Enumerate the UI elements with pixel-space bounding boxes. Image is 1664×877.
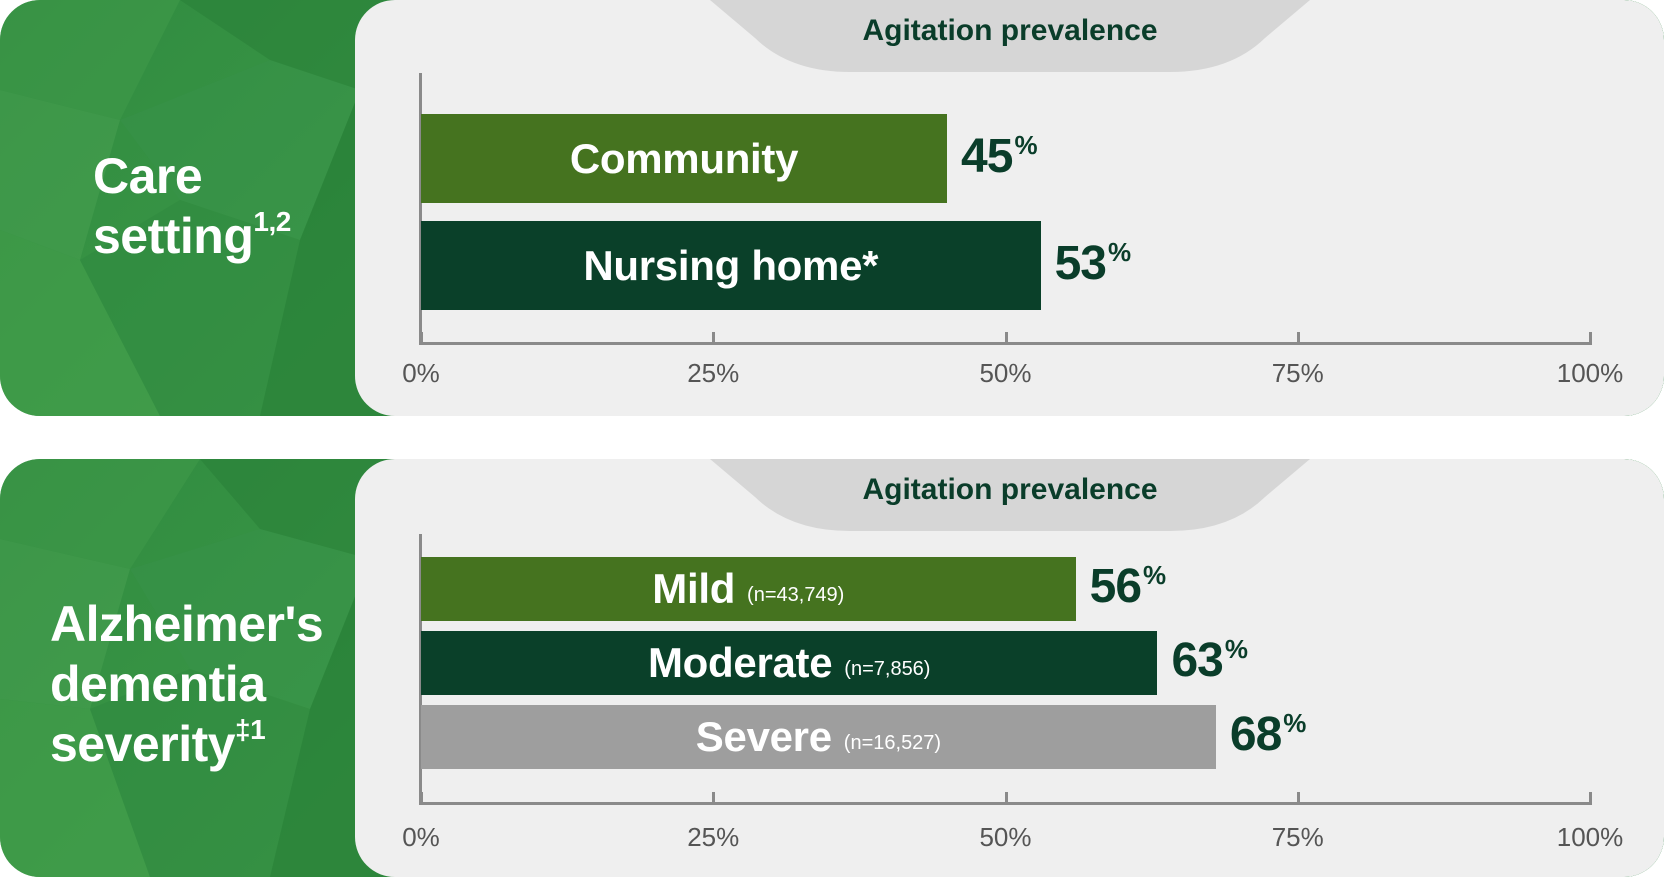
x-tick	[712, 332, 716, 344]
bar-category-label: Nursing home*	[583, 241, 879, 289]
percent-sign: %	[1014, 129, 1037, 160]
x-tick-label: 25%	[687, 822, 740, 852]
bar-value-label: 45%	[961, 129, 1038, 183]
bar-sample-size: (n=43,749)	[747, 583, 845, 606]
chart-title: Agitation prevalence	[862, 473, 1158, 506]
bar-sample-size: (n=16,527)	[843, 731, 942, 754]
row-label-footnote: 1,2	[253, 206, 291, 237]
bar: Nursing home*	[421, 221, 1041, 310]
bar-category-label: Mild	[652, 565, 736, 612]
x-tick	[1296, 332, 1300, 344]
row-label-line-2: setting	[93, 208, 254, 264]
x-tick	[1589, 792, 1592, 804]
bar-sample-size: (n=7,856)	[844, 657, 931, 680]
row-label-footnote: ‡1	[235, 714, 266, 745]
row-label-line-1: Alzheimer's	[50, 596, 324, 652]
chart-card-care-setting	[355, 0, 1664, 416]
bar-value-label: 63%	[1171, 634, 1248, 687]
percent-sign: %	[1107, 236, 1131, 267]
x-tick-label: 0%	[402, 822, 440, 852]
y-axis-line	[419, 73, 422, 345]
x-tick-label: 25%	[687, 358, 740, 388]
x-tick	[1004, 332, 1008, 344]
row-label-line-2: dementia	[50, 656, 266, 712]
x-tick	[1589, 332, 1592, 344]
y-axis-line	[419, 534, 422, 805]
bar: Severe (n=16,527)	[421, 705, 1216, 769]
percent-sign: %	[1143, 560, 1166, 590]
bar: Moderate (n=7,856)	[421, 631, 1158, 695]
bar-category-label: Severe	[695, 713, 832, 760]
x-tick	[712, 792, 716, 804]
x-tick-label: 75%	[1271, 822, 1324, 852]
care-setting-panel: Care setting1,2 Agitation prevalence 0% 2…	[0, 0, 1664, 416]
bar: Mild (n=43,749)	[421, 557, 1076, 621]
x-tick	[420, 792, 423, 804]
x-tick-label: 75%	[1271, 358, 1324, 388]
row-label-line-3: severity	[50, 716, 236, 772]
bar-value-label: 53%	[1054, 236, 1132, 290]
x-tick-label: 100%	[1556, 358, 1624, 388]
bar-value-label: 56%	[1089, 560, 1167, 613]
bar-category-label: Moderate	[647, 639, 833, 686]
bar-value-label: 68%	[1229, 708, 1307, 761]
x-tick-label: 50%	[979, 822, 1032, 852]
x-tick	[1296, 792, 1300, 804]
percent-sign: %	[1224, 634, 1248, 664]
x-tick	[1004, 792, 1008, 804]
x-tick-label: 0%	[402, 358, 440, 388]
row-label-line-1: Care	[93, 148, 203, 204]
chart-title: Agitation prevalence	[862, 14, 1158, 47]
bar: Community	[421, 114, 948, 203]
x-tick-label: 100%	[1556, 822, 1624, 852]
row-label-care-setting: Care setting1,2	[93, 146, 291, 266]
bar-category-label: Community	[569, 134, 799, 182]
row-label-dementia-severity: Alzheimer's dementia severity‡1	[50, 594, 324, 774]
percent-sign: %	[1283, 708, 1306, 738]
x-tick-label: 50%	[979, 358, 1032, 388]
x-tick	[420, 332, 423, 344]
dementia-severity-panel: Alzheimer's dementia severity‡1 Agitatio…	[0, 459, 1664, 877]
